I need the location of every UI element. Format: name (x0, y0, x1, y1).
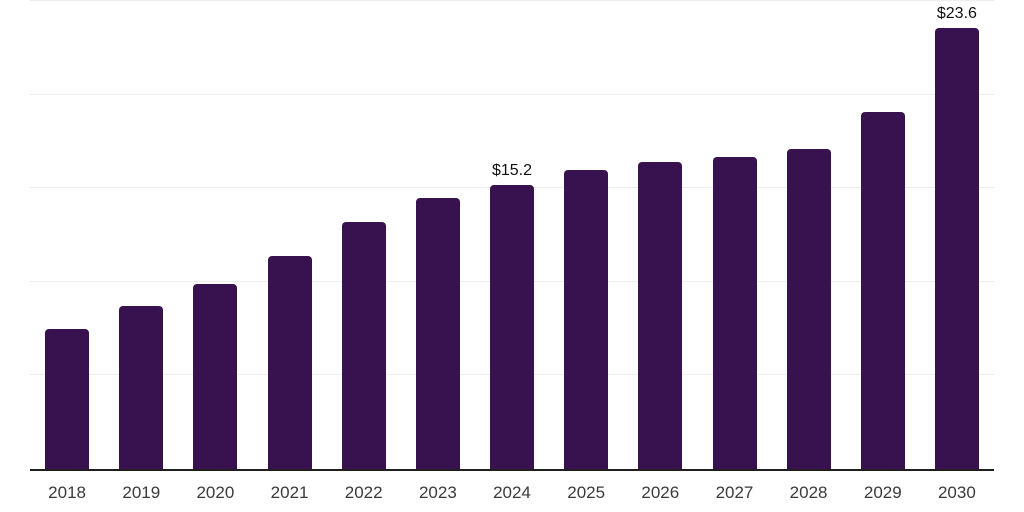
bar-2023 (415, 197, 460, 469)
x-axis-line (30, 469, 994, 471)
x-tick-label-2029: 2029 (863, 483, 902, 502)
bar-2028 (786, 149, 831, 469)
x-tick-label-2021: 2021 (270, 483, 309, 502)
bar-2020 (193, 283, 238, 469)
bar-2018 (45, 328, 90, 469)
x-tick-label-2020: 2020 (196, 483, 235, 502)
x-tick-label-2018: 2018 (48, 483, 86, 502)
gridline-20 (30, 94, 994, 95)
plot-area: $15.2 $23.6 (30, 0, 994, 471)
x-axis-tick-labels: 2018 2019 2020 2021 2022 2023 2024 2025 2026 2027… (30, 473, 994, 505)
bar-2019 (119, 306, 164, 469)
x-tick-label-2019: 2019 (122, 483, 161, 502)
x-tick-label-2022: 2022 (344, 483, 383, 502)
x-tick-label-2030: 2030 (937, 483, 976, 502)
bar-2030 (934, 27, 979, 469)
bar-2027 (712, 156, 757, 469)
x-tick-label-2025: 2025 (567, 483, 606, 502)
bar-2029 (860, 111, 905, 469)
bar-2026 (638, 162, 683, 469)
bar-2022 (341, 222, 386, 469)
bar-2025 (564, 169, 609, 469)
gridline-25 (30, 0, 994, 1)
x-tick-label-2028: 2028 (789, 483, 828, 502)
x-tick-label-2024: 2024 (493, 483, 531, 502)
bar-value-label-2024: $15.2 (491, 161, 533, 179)
x-tick-label-2027: 2027 (715, 483, 754, 502)
x-tick-label-2023: 2023 (418, 483, 457, 502)
bar-2021 (267, 255, 312, 469)
x-tick-label-2026: 2026 (641, 483, 680, 502)
bar-value-label-2030: $23.6 (936, 4, 977, 22)
bar-2024 (490, 184, 534, 469)
